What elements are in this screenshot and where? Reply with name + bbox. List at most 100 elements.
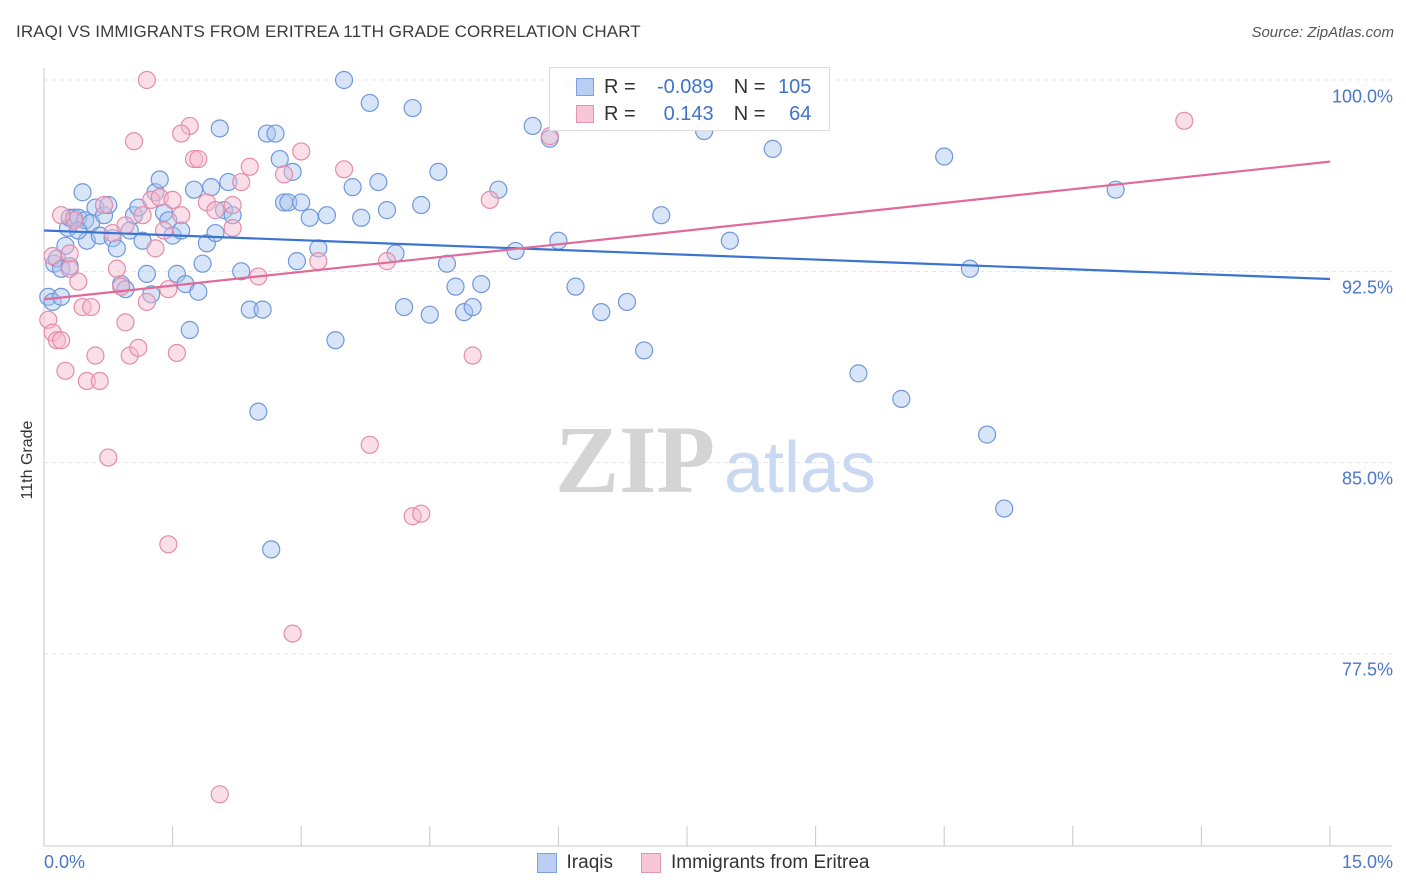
data-point <box>69 272 88 291</box>
data-point <box>210 785 229 804</box>
data-point <box>566 277 585 296</box>
legend-label-iraqis: Iraqis <box>566 852 613 873</box>
data-point <box>167 343 186 363</box>
data-point <box>172 206 191 225</box>
data-point <box>763 139 782 158</box>
trend-line <box>43 160 1331 301</box>
data-point <box>47 331 66 350</box>
data-point <box>592 303 611 322</box>
data-point <box>137 70 156 90</box>
data-point <box>429 162 448 181</box>
data-point <box>223 218 242 238</box>
data-point <box>94 195 114 215</box>
data-point <box>107 259 126 278</box>
data-point <box>287 252 307 271</box>
data-point <box>159 280 178 299</box>
data-point <box>232 172 251 192</box>
data-point <box>262 540 281 559</box>
chart-title: IRAQI VS IMMIGRANTS FROM ERITREA 11TH GR… <box>16 22 641 41</box>
x-tick-label: 15.0% <box>1341 852 1393 872</box>
data-point <box>240 157 259 176</box>
data-point <box>472 274 491 294</box>
stats-legend: R = -0.089 N = 105 R = 0.143 N = 64 <box>549 67 830 131</box>
data-point <box>184 149 204 169</box>
data-point <box>292 193 311 212</box>
data-point <box>995 499 1014 518</box>
r-label: R = <box>604 75 636 98</box>
data-point <box>360 435 379 454</box>
watermark-atlas: atlas <box>724 428 876 508</box>
y-tick-label: 92.5% <box>1341 277 1393 298</box>
data-point <box>43 246 62 266</box>
eritrea-r-value: 0.143 <box>663 102 714 125</box>
data-point <box>446 277 465 296</box>
data-point <box>116 313 135 332</box>
data-point <box>189 149 208 169</box>
data-point <box>935 147 954 166</box>
data-point <box>549 231 568 250</box>
r-label: R = <box>604 102 636 125</box>
data-point <box>82 297 101 317</box>
data-point <box>184 180 204 199</box>
data-point <box>403 98 422 118</box>
trend-line <box>43 229 1331 281</box>
data-point <box>172 124 191 143</box>
data-point <box>146 239 165 258</box>
iraqis-n-value: 105 <box>778 75 812 98</box>
x-tick-label: 0.0% <box>44 852 86 872</box>
data-point <box>617 292 637 312</box>
data-point <box>60 244 79 263</box>
eritrea-n-value: 64 <box>789 102 812 125</box>
data-point <box>412 504 431 523</box>
data-point <box>99 448 118 467</box>
data-point <box>849 364 868 383</box>
data-point <box>210 119 229 138</box>
watermark-zip: ZIP <box>555 406 715 513</box>
data-point <box>137 292 156 312</box>
data-point <box>334 160 354 179</box>
data-point <box>420 305 439 324</box>
stats-row-iraqis: R = -0.089 N = 105 <box>550 74 811 100</box>
stats-row-eritrea: R = 0.143 N = 64 <box>550 101 811 127</box>
data-point <box>369 172 388 192</box>
data-point <box>279 193 298 212</box>
data-point <box>309 252 328 271</box>
data-point <box>523 116 542 136</box>
legend-item-iraqis: Iraqis <box>536 852 613 874</box>
data-point <box>232 262 251 281</box>
data-point <box>249 402 268 421</box>
data-point <box>377 201 397 220</box>
n-label: N = <box>733 75 766 98</box>
data-point <box>412 195 431 215</box>
data-point <box>107 239 126 258</box>
data-point <box>219 172 238 192</box>
data-point <box>977 425 997 444</box>
data-point <box>124 132 144 151</box>
data-point <box>635 341 654 360</box>
data-point <box>463 297 482 317</box>
data-point <box>343 178 362 197</box>
y-tick-label: 85.0% <box>1341 468 1393 489</box>
source-label: Source: ZipAtlas.com <box>1251 24 1394 41</box>
data-point <box>394 297 414 317</box>
iraqis-r-value: -0.089 <box>656 75 714 98</box>
data-point <box>99 195 118 215</box>
data-point <box>60 259 79 278</box>
data-point <box>352 208 371 227</box>
data-point <box>463 346 482 365</box>
data-point <box>133 206 152 225</box>
iraqis-swatch <box>576 78 594 96</box>
data-point <box>202 178 221 197</box>
data-point <box>56 361 75 380</box>
data-point <box>90 371 109 391</box>
data-point <box>193 254 212 273</box>
data-point <box>189 282 208 301</box>
n-label: N = <box>733 102 766 125</box>
data-point <box>137 264 156 283</box>
data-point <box>52 206 71 225</box>
data-point <box>334 70 354 90</box>
data-point <box>253 300 272 319</box>
data-point <box>163 190 182 210</box>
data-point <box>240 300 259 319</box>
data-point <box>94 206 114 225</box>
